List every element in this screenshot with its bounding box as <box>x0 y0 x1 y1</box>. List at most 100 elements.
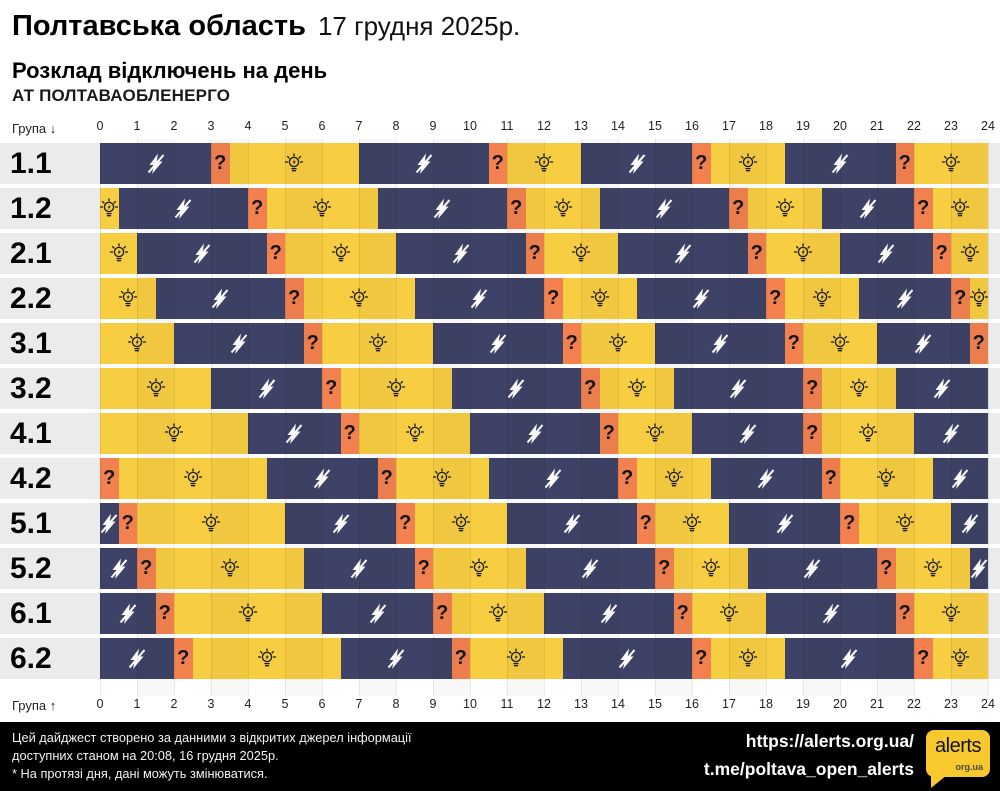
footer-disclaimer: Цей дайджест створено за данними з відкр… <box>12 729 412 783</box>
no-power-icon <box>433 198 451 219</box>
no-power-icon <box>526 423 544 444</box>
question-mark: ? <box>565 332 578 354</box>
question-mark: ? <box>806 377 819 399</box>
segment-off <box>932 458 988 499</box>
segment-off <box>396 233 526 274</box>
group-timeline: ???? <box>100 593 988 634</box>
segment-off <box>821 188 914 229</box>
no-power-icon <box>452 243 470 264</box>
question-mark: ? <box>288 287 301 309</box>
bulb-icon <box>627 377 646 396</box>
segment-maybe: ? <box>137 548 156 589</box>
footer-line-3: * На протязі дня, дані можуть змінюватис… <box>12 765 268 781</box>
segment-maybe: ? <box>821 458 840 499</box>
telegram-link[interactable]: t.me/poltava_open_alerts <box>703 759 914 779</box>
hour-tick-label: 16 <box>685 119 699 133</box>
schedule-date: 17 грудня 2025р. <box>317 11 521 41</box>
group-timeline: ???? <box>100 548 988 589</box>
no-power-icon <box>470 288 488 309</box>
segment-off <box>636 278 766 319</box>
hour-tick-label: 2 <box>170 697 178 711</box>
segment-on <box>932 188 988 229</box>
segment-off <box>710 458 822 499</box>
question-mark: ? <box>251 197 264 219</box>
question-mark: ? <box>880 557 893 579</box>
bulb-icon <box>608 332 628 351</box>
segment-on <box>396 458 489 499</box>
no-power-icon <box>110 558 127 579</box>
question-mark: ? <box>621 467 634 489</box>
no-power-icon <box>951 468 969 489</box>
question-mark: ? <box>436 602 449 624</box>
segment-off <box>414 278 544 319</box>
segment-maybe: ? <box>118 503 137 544</box>
region-title: Полтавська область <box>12 10 306 42</box>
segment-maybe: ? <box>396 503 415 544</box>
hour-tick-label: 14 <box>611 697 625 711</box>
segment-off <box>858 278 951 319</box>
group-timeline: ??? <box>100 368 988 409</box>
alerts-logo-subtext: org.ua <box>955 762 983 772</box>
group-label: 1.1 <box>10 147 52 180</box>
hour-tick-label: 1 <box>133 697 141 711</box>
bulb-icon <box>100 197 119 216</box>
segment-on <box>821 368 896 409</box>
bulb-icon <box>405 422 424 441</box>
site-link[interactable]: https://alerts.org.ua/ <box>745 731 914 751</box>
alerts-logo: alerts org.ua <box>926 730 990 788</box>
hour-tick-label: 5 <box>281 697 289 711</box>
question-mark: ? <box>380 467 393 489</box>
no-power-icon <box>961 513 978 534</box>
bulb-icon <box>812 287 831 306</box>
bulb-icon <box>830 332 850 351</box>
segment-maybe: ? <box>914 638 933 679</box>
hour-tick-label: 8 <box>392 697 400 711</box>
no-power-icon <box>655 198 673 219</box>
bulb-icon <box>109 242 128 261</box>
question-mark: ? <box>121 512 134 534</box>
no-power-icon <box>803 558 821 579</box>
bulb-icon <box>201 512 221 531</box>
segment-on <box>636 458 711 499</box>
question-mark: ? <box>935 242 948 264</box>
company-name: АТ ПОЛТАВАОБЛЕНЕРГО <box>12 86 231 105</box>
no-power-icon <box>119 603 137 624</box>
bulb-icon <box>118 287 137 306</box>
question-mark: ? <box>806 422 819 444</box>
group-axis-label-bottom: Група ↑ <box>12 698 57 713</box>
segment-off <box>951 503 988 544</box>
segment-maybe: ? <box>951 278 970 319</box>
segment-off <box>100 638 174 679</box>
schedule-row: 2.2???? <box>0 278 1000 319</box>
segment-on <box>470 638 563 679</box>
segment-on <box>618 413 692 454</box>
question-mark: ? <box>658 557 671 579</box>
schedule-row: 4.2???? <box>0 458 1000 499</box>
segment-off <box>618 233 748 274</box>
question-mark: ? <box>917 647 930 669</box>
segment-on <box>803 323 877 364</box>
no-power-icon <box>618 648 636 669</box>
question-mark: ? <box>306 332 319 354</box>
segment-off <box>655 323 785 364</box>
group-timeline: ???? <box>100 188 988 229</box>
bulb-icon <box>895 512 914 531</box>
bulb-icon <box>849 377 868 396</box>
no-power-icon <box>776 513 793 534</box>
no-power-icon <box>507 378 525 399</box>
group-label: 5.2 <box>10 552 52 585</box>
bulb-icon <box>682 512 702 531</box>
segment-maybe: ? <box>766 278 785 319</box>
segment-off <box>266 458 378 499</box>
no-power-icon <box>877 243 895 264</box>
question-mark: ? <box>695 647 708 669</box>
group-axis-label-top: Група ↓ <box>12 121 57 136</box>
no-power-icon <box>822 603 840 624</box>
segment-on <box>932 638 988 679</box>
group-label: 3.1 <box>10 327 52 360</box>
no-power-icon <box>729 378 747 399</box>
group-timeline: ???? <box>100 143 988 184</box>
bulb-icon <box>386 377 406 396</box>
segment-on <box>192 638 341 679</box>
question-mark: ? <box>454 647 467 669</box>
